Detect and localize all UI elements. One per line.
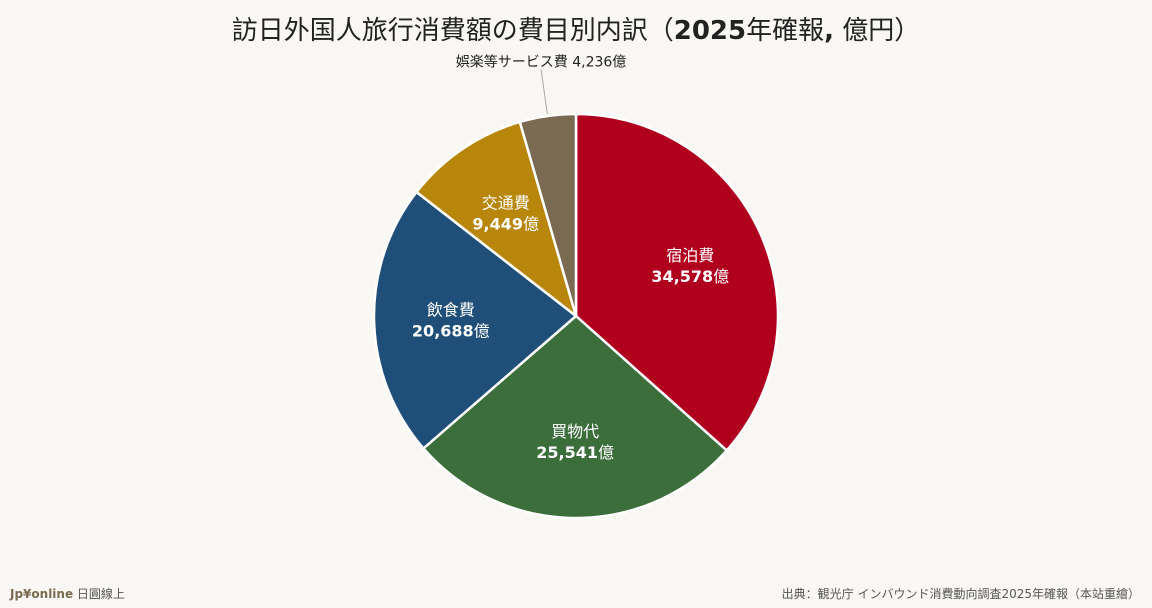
chart-title: 訪日外国人旅行消費額の費目別内訳（2025年確報, 億円） xyxy=(0,10,1152,47)
pie-slice-1 xyxy=(421,314,729,520)
footer-source: 出典：観光庁 インバウンド消費動向調査2025年確報（本站重繪） xyxy=(781,587,1140,601)
title-suffix: 億円） xyxy=(834,16,921,46)
brand-suffix: 日圓線上 xyxy=(73,587,125,601)
slice-value-3: 9,449億 xyxy=(472,214,539,233)
slice-label-0: 宿泊費 xyxy=(666,246,714,265)
slice-label-4: 娯楽等サービス費 4,236億 xyxy=(456,53,627,70)
footer-brand: Jp¥online 日圓線上 xyxy=(10,585,125,602)
slice-value-2: 20,688億 xyxy=(412,321,490,340)
slice-label-3: 交通費 xyxy=(482,193,530,212)
pie-slice-4 xyxy=(518,112,578,317)
slice-value-0: 34,578億 xyxy=(651,267,729,286)
slice-label-2: 飲食費 xyxy=(427,300,475,319)
pie-slice-0 xyxy=(574,112,780,453)
slice-value-1: 25,541億 xyxy=(536,443,614,462)
title-prefix: 訪日外国人旅行消費額の費目別内訳（ xyxy=(231,16,674,46)
title-mid: 年確報 xyxy=(746,16,825,46)
title-year: 2025 xyxy=(673,16,747,46)
brand-logo: Jp¥online xyxy=(10,587,74,601)
title-comma: , xyxy=(824,16,835,46)
pie-slice-2 xyxy=(372,190,578,451)
pie-slice-3 xyxy=(414,120,579,320)
leader-line-4 xyxy=(540,69,548,115)
slice-label-1: 買物代 xyxy=(551,422,599,441)
